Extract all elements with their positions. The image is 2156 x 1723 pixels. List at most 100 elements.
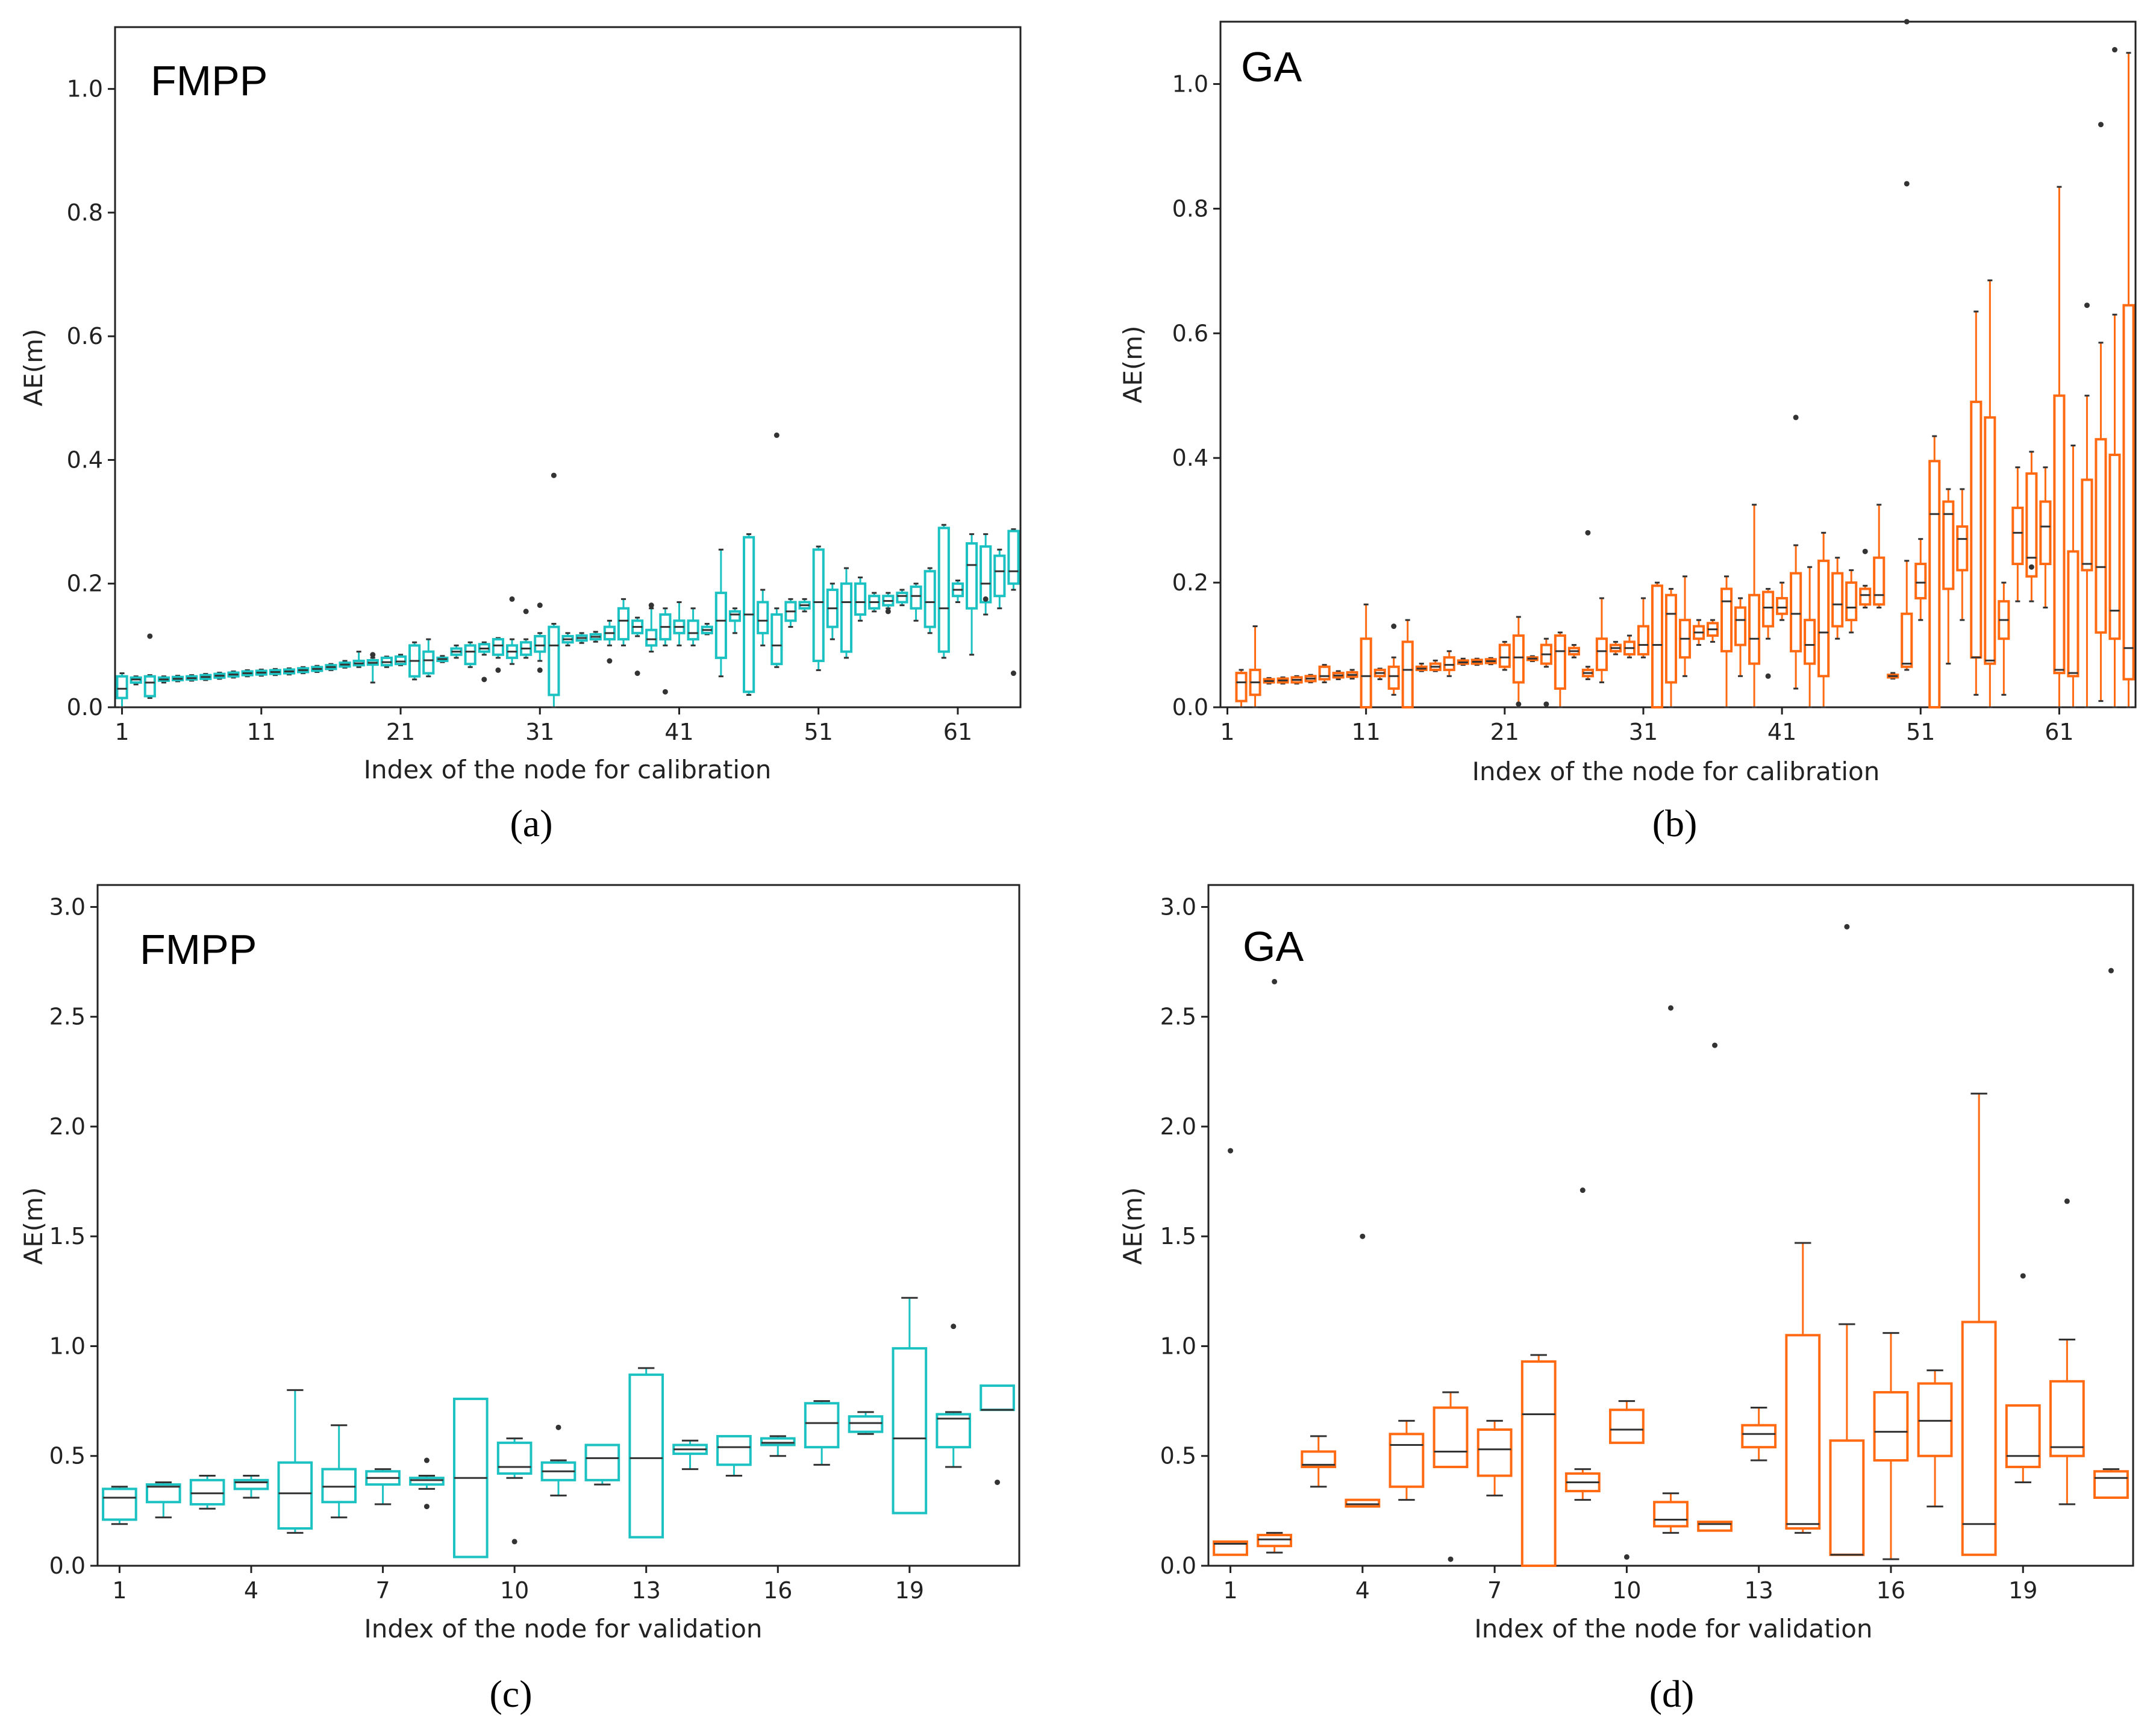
panel-a-box-body — [714, 592, 727, 659]
panel-a-caption: (a) — [510, 802, 552, 845]
panel-a-outlier-point — [634, 671, 640, 677]
panel-c-box-15 — [716, 1434, 752, 1477]
panel-c-box-1 — [102, 1486, 137, 1525]
panel-b-box-20 — [1484, 657, 1497, 666]
panel-c-xtick-label: 19 — [895, 1577, 924, 1604]
panel-a-box-54 — [854, 576, 867, 622]
panel-b-box-body — [1734, 606, 1747, 646]
panel-a-box-body — [645, 628, 658, 647]
panel-a-xtick-label: 31 — [525, 719, 554, 745]
panel-a-plot-area: 0.00.20.40.60.81.01 11 21 31 41 51 61 — [67, 26, 1022, 745]
panel-a-box-15 — [311, 664, 323, 673]
panel-b-box-58 — [2011, 466, 2024, 602]
panel-d-xtick-label: 19 — [2008, 1577, 2037, 1604]
panel-a-xtick-label: 11 — [247, 719, 276, 745]
panel-a-box-body — [534, 634, 546, 653]
panel-a-box-57 — [896, 589, 908, 607]
panel-a-box-33 — [561, 632, 574, 646]
panel-d-box-body — [1520, 1360, 1557, 1567]
panel-a-box-body — [896, 592, 908, 604]
panel-c-outlier-point — [423, 1457, 430, 1463]
panel-b-box-body — [2011, 506, 2024, 566]
panel-b-box-43 — [1804, 566, 1816, 708]
panel-a-ytick-label: 0.0 — [67, 694, 103, 721]
panel-b-box-13 — [1387, 624, 1400, 696]
panel-d-caption: (d) — [1649, 1672, 1695, 1715]
panel-a-box-22 — [408, 641, 421, 681]
panel-d-outlier-point — [1272, 978, 1278, 984]
panel-c-box-14 — [672, 1439, 708, 1471]
panel-b-box-body — [1360, 637, 1372, 708]
panel-a-outlier-point — [607, 658, 613, 664]
panel-b-box-39 — [1748, 504, 1761, 708]
panel-a-box-body — [394, 655, 407, 666]
panel-c-ytick-label: 1.5 — [49, 1223, 86, 1249]
panel-b-box-46 — [1845, 569, 1858, 634]
panel-a-box-19 — [366, 652, 379, 684]
panel-b-box-body — [2053, 394, 2066, 675]
panel-b-box-body — [2081, 478, 2093, 572]
panel-a-box-7 — [199, 673, 212, 681]
panel-a-xlabel: Index of the node for calibration — [364, 755, 772, 784]
panel-a-box-10 — [241, 669, 254, 678]
panel-b-box-body — [1845, 581, 1858, 622]
panel-a-box-43 — [701, 622, 713, 636]
panel-c-box-body — [496, 1441, 533, 1475]
panel-b-box-22 — [1512, 616, 1525, 708]
panel-c-box-body — [277, 1461, 313, 1530]
panel-b-box-32 — [1651, 581, 1664, 708]
panel-c-outlier-point — [951, 1324, 957, 1330]
panel-c-box-body — [892, 1347, 928, 1515]
panel-b-box-8 — [1318, 664, 1331, 684]
panel-b-box-12 — [1373, 668, 1386, 680]
panel-b-box-body — [1318, 665, 1331, 681]
panel-a-ytick-label: 0.6 — [67, 323, 103, 349]
panel-a-box-2 — [130, 675, 142, 686]
panel-a-box-body — [812, 548, 825, 663]
panel-b-box-body — [2095, 438, 2107, 634]
panel-d-outlier-point — [1448, 1556, 1454, 1562]
panel-a-box-21 — [394, 654, 407, 666]
panel-a-box-body — [143, 675, 156, 698]
panel-a-ytick-label: 0.8 — [67, 199, 103, 226]
panel-d-box-body — [2049, 1380, 2085, 1457]
panel-b-outlier-point — [1585, 530, 1591, 536]
panel-d-box-17 — [1917, 1369, 1953, 1508]
panel-c-plot-area: 0.0 0.5 1.0 1.5 2.0 2.5 3.0 1 4 7 10 13 16 19 — [49, 884, 1020, 1604]
panel-a-box-12 — [269, 668, 282, 677]
panel-a-outlier-point — [509, 596, 515, 602]
panel-b-box-11 — [1360, 603, 1372, 708]
panel-d-ytick-label: 0.0 — [1160, 1553, 1196, 1579]
panel-a-box-8 — [213, 672, 226, 680]
panel-d-box-body — [1433, 1406, 1469, 1468]
panel-c-box-body — [584, 1443, 620, 1481]
panel-d-outlier-point — [1668, 1005, 1673, 1011]
panel-c-box-body — [760, 1437, 796, 1446]
panel-b-ylabel: AE(m) — [1118, 326, 1148, 404]
panel-c-box-19 — [892, 1296, 928, 1515]
panel-d-box-3 — [1301, 1435, 1337, 1488]
panel-c-ytick-label: 3.0 — [49, 893, 86, 920]
panel-c-ytick-label: 2.5 — [49, 1004, 86, 1030]
panel-b-xtick-label: 21 — [1490, 719, 1519, 745]
panel-b-outlier-point — [1516, 701, 1522, 707]
panel-d-box-body — [1389, 1433, 1425, 1488]
panel-b-outlier-point — [1904, 19, 1910, 25]
panel-b-box-66 — [2122, 52, 2135, 708]
panel-d-box-14 — [1785, 1242, 1821, 1534]
panel-d-box-15 — [1829, 924, 1865, 1556]
panel-d-box-body — [1917, 1382, 1953, 1457]
panel-a-box-59 — [923, 567, 936, 634]
panel-b-box-57 — [1998, 581, 2010, 696]
panel-d-box-2 — [1257, 978, 1293, 1554]
panel-d-box-10 — [1608, 1400, 1645, 1560]
panel-a-outlier-point — [481, 677, 487, 683]
panel-d-box-body — [1257, 1533, 1293, 1548]
panel-a-box-58 — [910, 583, 922, 622]
panel-d-box-7 — [1476, 1419, 1513, 1496]
panel-b-box-body — [1942, 500, 1955, 590]
panel-a-box-39 — [645, 602, 658, 653]
panel-a-box-body — [993, 554, 1006, 598]
panel-c-box-17 — [804, 1400, 840, 1466]
panel-a-box-body — [840, 582, 853, 653]
